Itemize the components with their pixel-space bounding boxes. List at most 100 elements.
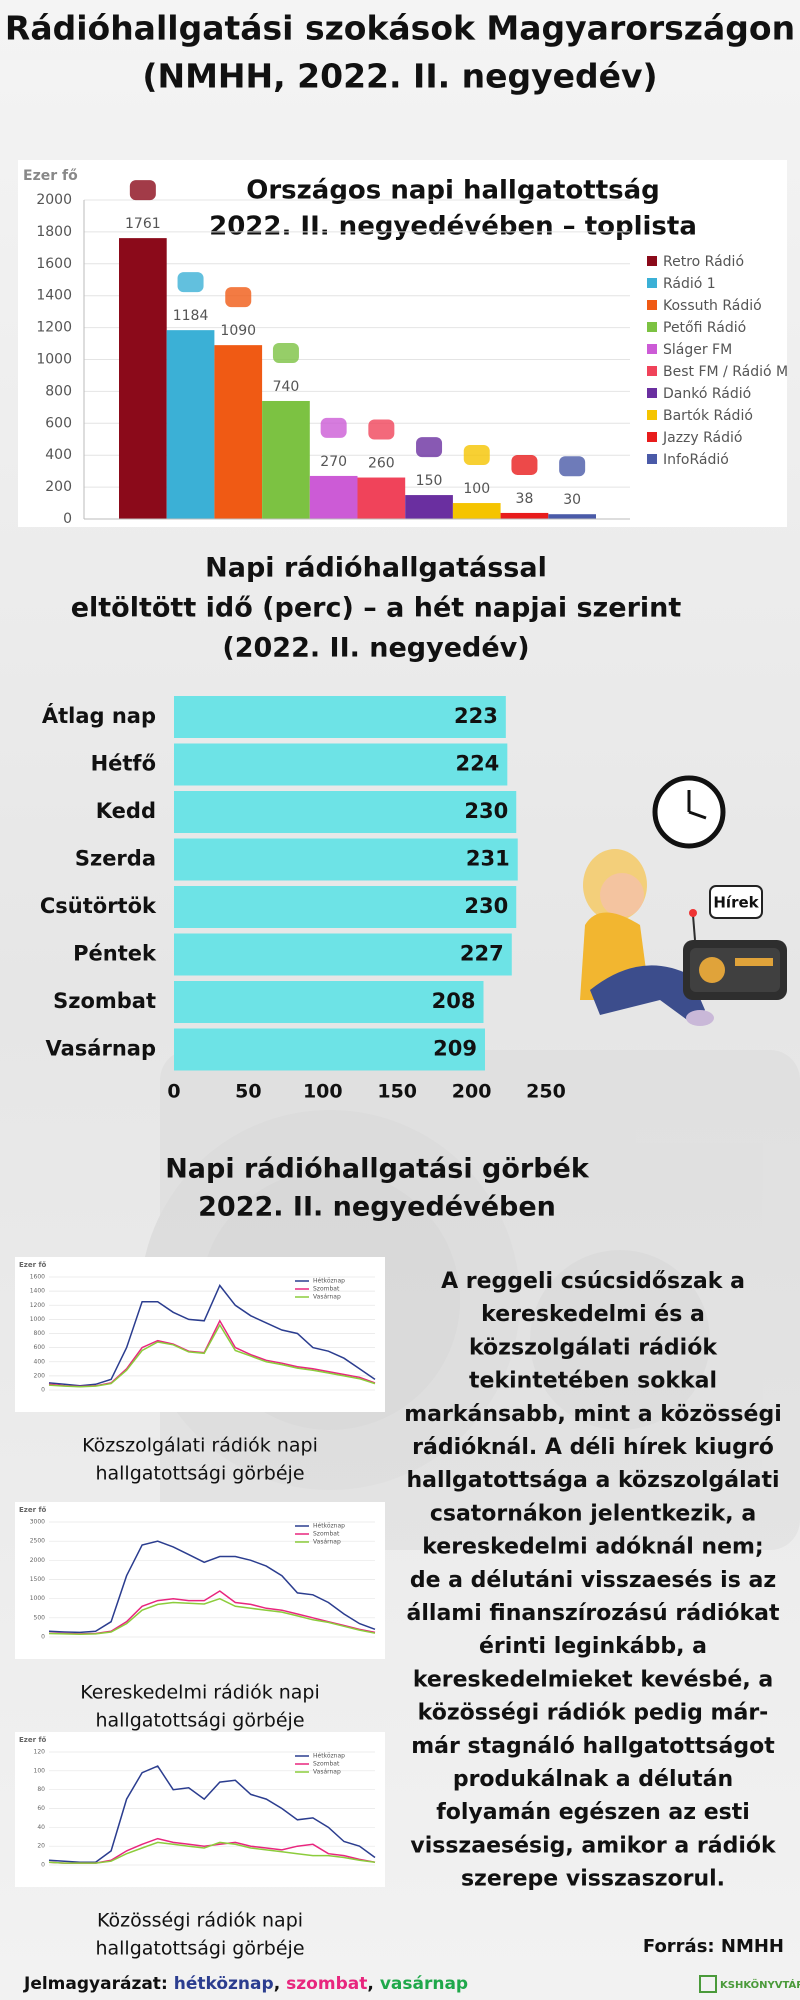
category-label: Hétfő — [91, 752, 156, 776]
chart-title: Országos napi hallgatottság — [246, 176, 660, 206]
station-logo — [368, 419, 395, 440]
series-line — [48, 1284, 376, 1387]
category-label: Kedd — [96, 799, 156, 823]
legend-label: InfoRádió — [663, 452, 729, 468]
y-tick-label: 400 — [45, 447, 72, 463]
girl-illustration — [580, 849, 714, 1026]
y-axis-label: Ezer fő — [23, 168, 78, 184]
bar — [174, 696, 506, 738]
series-line — [48, 1841, 376, 1864]
value-label: 38 — [516, 491, 534, 507]
logo-text: KSHKÖNYVTÁR — [720, 1977, 800, 1991]
bar — [548, 514, 596, 519]
value-label: 209 — [433, 1037, 477, 1061]
paragraph-line: érinti leginkább, a — [479, 1634, 707, 1659]
bar — [174, 838, 518, 881]
station-logo — [559, 456, 586, 477]
bar — [174, 981, 484, 1023]
series-line — [48, 1540, 376, 1634]
value-label: 224 — [455, 752, 499, 776]
y-tick-label: 500 — [34, 1614, 46, 1621]
paragraph-line: rádióknál. A déli hírek kiugró — [412, 1435, 774, 1460]
paragraph-line: kereskedelmi adóknál nem; — [422, 1535, 763, 1560]
y-tick-label: 120 — [34, 1749, 46, 1756]
legend-label: Vasárnap — [313, 1294, 341, 1301]
value-label: 740 — [273, 379, 300, 395]
station-logo — [225, 287, 252, 308]
legend-label: Best FM / Rádió M — [663, 364, 788, 380]
paragraph-line: hallgatottsága a közszolgálati — [406, 1468, 779, 1493]
legend-swatch — [647, 388, 657, 398]
y-tick-label: 200 — [34, 1372, 46, 1379]
paragraph-line: folyamán egészen az esti — [436, 1800, 750, 1825]
value-label: 227 — [460, 942, 504, 966]
paragraph-line: már stagnáló hallgatottságot — [411, 1734, 775, 1759]
value-label: 230 — [464, 894, 508, 918]
legend-label: Hétköznap — [313, 1523, 345, 1530]
paragraph-line: csatornákon jelentkezik, a — [430, 1501, 756, 1526]
paragraph-line: A reggeli csúcsidőszak a — [441, 1269, 745, 1294]
bar — [500, 512, 549, 519]
y-tick-label: 800 — [45, 383, 72, 399]
bar — [174, 933, 512, 976]
chart-panel — [15, 1732, 385, 1887]
clock-icon — [652, 775, 726, 849]
legend-swatch — [647, 300, 657, 310]
legend-label: Retro Rádió — [663, 254, 744, 270]
legend-label: Sláger FM — [663, 342, 732, 358]
y-tick-label: 600 — [34, 1344, 46, 1351]
x-tick-label: 150 — [377, 1081, 417, 1103]
category-label: Szombat — [53, 989, 156, 1013]
legend-swatch — [647, 344, 657, 354]
y-tick-label: 1400 — [36, 288, 72, 304]
chart-caption: Kereskedelmi rádiók napi — [80, 1682, 320, 1704]
y-tick-label: 1800 — [36, 224, 72, 240]
chart-caption: Közszolgálati rádiók napi — [82, 1435, 318, 1457]
bar — [452, 503, 501, 519]
station-logo — [463, 445, 490, 466]
legend-swatch — [647, 454, 657, 464]
bar — [309, 475, 358, 519]
y-tick-label: 80 — [37, 1786, 45, 1793]
y-tick-label: 20 — [37, 1843, 45, 1850]
paragraph-line: markánsabb, mint a közösségi — [404, 1402, 782, 1427]
value-label: 260 — [368, 456, 395, 472]
value-label: 230 — [464, 799, 508, 823]
series-line — [48, 1323, 376, 1388]
y-tick-label: 3000 — [30, 1519, 45, 1526]
x-tick-label: 250 — [526, 1081, 566, 1103]
legend-swatch — [647, 366, 657, 376]
chart-title: (2022. II. negyedév) — [222, 633, 529, 664]
paragraph-line: kereskedelmieket kevésbé, a — [413, 1667, 773, 1692]
legend-swatch — [647, 278, 657, 288]
legend-swatch — [647, 432, 657, 442]
source: Forrás: NMHH — [643, 1936, 784, 1957]
paragraph-line: visszaesésig, amikor a rádiók — [410, 1833, 777, 1858]
bar — [357, 477, 406, 519]
y-tick-label: 200 — [45, 479, 72, 495]
y-tick-label: 1000 — [30, 1316, 45, 1323]
legend-label: Rádió 1 — [663, 276, 716, 292]
station-logo — [511, 454, 538, 475]
paragraph-line: közszolgálati rádiók — [469, 1335, 718, 1360]
station-logo — [416, 437, 443, 458]
y-tick-label: 1000 — [30, 1595, 45, 1602]
value-label: 231 — [466, 847, 510, 871]
y-tick-label: 0 — [41, 1634, 45, 1641]
bar — [214, 345, 263, 519]
category-label: Péntek — [73, 942, 157, 966]
legend-swatch — [647, 322, 657, 332]
paragraph-line: állami finanszírozású rádiókat — [407, 1601, 780, 1626]
legend-label: Vasárnap — [313, 1539, 341, 1546]
legend-note-label: Jelmagyarázat: — [23, 1974, 168, 1994]
y-tick-label: 2500 — [30, 1538, 45, 1545]
y-tick-label: 0 — [63, 511, 72, 527]
y-tick-label: 1400 — [30, 1288, 45, 1295]
chart-title: eltöltött idő (perc) – a hét napjai szer… — [71, 593, 682, 624]
legend-label: Szombat — [313, 1286, 340, 1293]
legend-label: Hétköznap — [313, 1278, 345, 1285]
chart-title: Napi rádióhallgatással — [205, 553, 547, 584]
y-tick-label: 1200 — [36, 320, 72, 336]
chart-caption: hallgatottsági görbéje — [95, 1710, 304, 1732]
category-label: Vasárnap — [46, 1037, 156, 1061]
